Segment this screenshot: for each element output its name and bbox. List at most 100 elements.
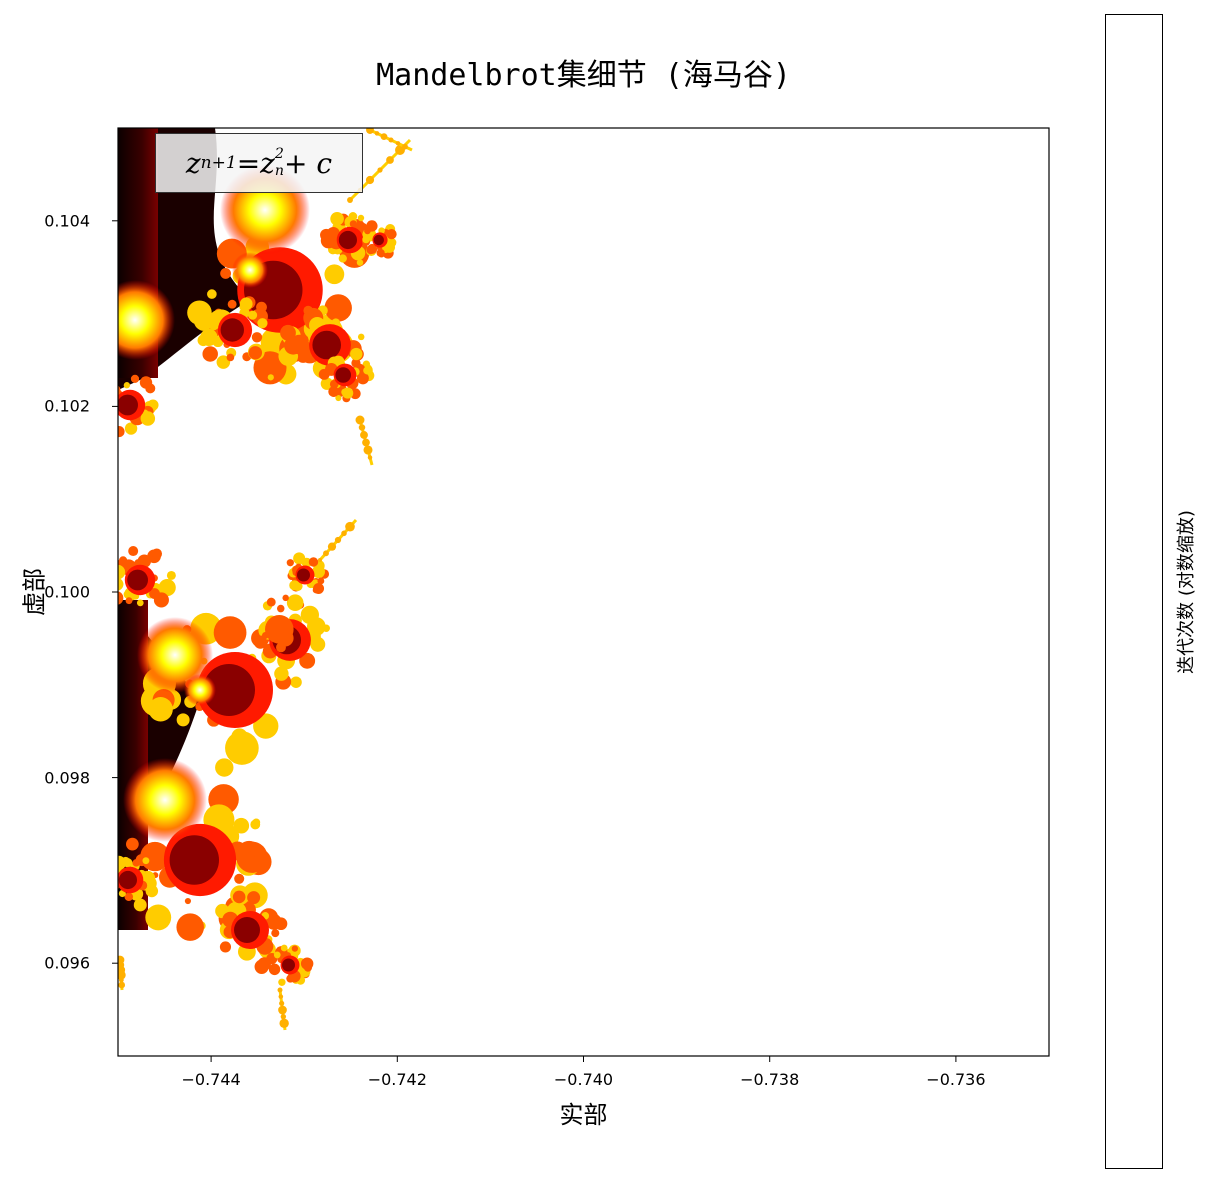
fractal-bulb (234, 917, 260, 943)
fractal-fringe (166, 570, 176, 580)
fractal-fringe (207, 289, 217, 299)
y-tick-label: 0.098 (44, 768, 90, 788)
fractal-tendril (377, 167, 383, 173)
fractal-fringe (324, 264, 345, 285)
fractal-fringe (145, 904, 172, 931)
fractal-fringe (118, 405, 120, 413)
fractal-fringe (126, 837, 139, 851)
fractal-fringe (104, 410, 110, 416)
y-tick-label: 0.104 (44, 211, 90, 231)
fractal-fringe (293, 552, 306, 565)
fractal-fringe (253, 713, 279, 739)
fractal-bulb (335, 367, 352, 383)
fractal-fringe (251, 332, 263, 343)
fractal-tendril (317, 557, 323, 563)
fractal-tendril (366, 128, 374, 134)
fractal-fringe (118, 881, 120, 890)
x-axis-label: 实部 (559, 1101, 608, 1129)
fractal-fringe (234, 873, 245, 884)
fractal-fringe (176, 713, 190, 727)
fractal-bulb (297, 568, 310, 582)
fractal-tendril (367, 455, 373, 460)
fractal-bulb (220, 318, 244, 342)
fractal-fringe (134, 559, 142, 567)
y-axis-label: 虚部 (20, 568, 49, 616)
fractal-tendril (362, 438, 370, 447)
fractal-fringe (309, 632, 318, 641)
fractal-fringe (273, 951, 281, 959)
fractal-fringe (130, 374, 140, 384)
fractal-fringe (227, 299, 237, 309)
fractal-tendril (118, 970, 126, 980)
fractal-fringe (338, 254, 347, 263)
fractal-fringe (317, 577, 325, 585)
formula-tail: + c (284, 146, 333, 180)
fractal-tendril (358, 424, 366, 431)
fractal-fringe (226, 353, 235, 362)
fractal-fringe (249, 850, 257, 857)
fractal-fringe (233, 817, 250, 834)
fractal-fringe (142, 857, 150, 865)
fractal-fringe (111, 885, 118, 892)
fractal-fringe (124, 892, 134, 902)
fractal-tendril (323, 550, 329, 557)
fractal-fringe (289, 334, 310, 355)
fractal-tendril (360, 431, 368, 439)
fractal-bulb (312, 330, 342, 360)
x-tick-label: −0.740 (553, 1070, 614, 1089)
fractal-fringe (128, 546, 139, 557)
fractal-fringe (133, 898, 147, 912)
fractal-fringe (286, 594, 304, 612)
fractal-fringe (280, 944, 288, 952)
fractal-fringe (158, 579, 176, 597)
x-ticks (210, 1056, 957, 1062)
fractal-tendril (345, 521, 355, 532)
fractal-fringe (364, 227, 371, 235)
fractal-glow (184, 674, 216, 706)
fractal-tendril (386, 156, 394, 164)
fractal-fringe (366, 245, 375, 255)
fractal-fringe (118, 577, 124, 591)
fractal-fringe (102, 386, 114, 398)
fractal-fringe (265, 615, 294, 644)
fractal-fringe (383, 241, 396, 253)
fractal-tendril (374, 131, 380, 136)
fractal-fringe (187, 300, 212, 325)
x-tick-label: −0.742 (367, 1070, 427, 1089)
fractal-fringe (124, 422, 138, 435)
fractal-fringe (98, 407, 115, 424)
fractal-fringe (291, 945, 298, 952)
fractal-fringe (320, 377, 334, 390)
fractal-fringe (118, 564, 126, 580)
fractal-bulb (118, 394, 138, 416)
fractal-fringe (111, 414, 117, 420)
fractal-tendril (327, 542, 337, 551)
fractal-fringe (328, 386, 340, 397)
fractal-tendril (279, 1000, 285, 1006)
fractal-tendril (278, 1005, 287, 1015)
fractal-fringe (148, 697, 173, 722)
fractal-fringe (359, 222, 367, 231)
fractal-fringe (357, 333, 365, 341)
formula-eq: = (236, 146, 261, 180)
fractal-fringe (276, 642, 286, 653)
y-tick-label: 0.100 (44, 582, 90, 602)
fractal-fringe (213, 311, 221, 319)
fractal-fringe (118, 426, 125, 438)
fractal-fringe (140, 841, 170, 872)
fractal-tendril (365, 175, 375, 185)
fractal-fringe (335, 394, 342, 402)
fractal-fringe (225, 731, 259, 765)
fractal-tendril (278, 994, 284, 999)
fractal-fringe (149, 588, 160, 599)
fractal-bulb (338, 230, 357, 250)
fractal-fringe (257, 318, 268, 329)
fractal-bulb (118, 870, 137, 890)
fractal-fringe (312, 565, 326, 579)
fractal-fringe (378, 227, 385, 234)
y-tick-label: 0.096 (44, 953, 90, 973)
fractal-tendril (280, 1013, 287, 1020)
formula-lhs: z (185, 146, 201, 180)
y-tick-label: 0.102 (44, 396, 90, 416)
